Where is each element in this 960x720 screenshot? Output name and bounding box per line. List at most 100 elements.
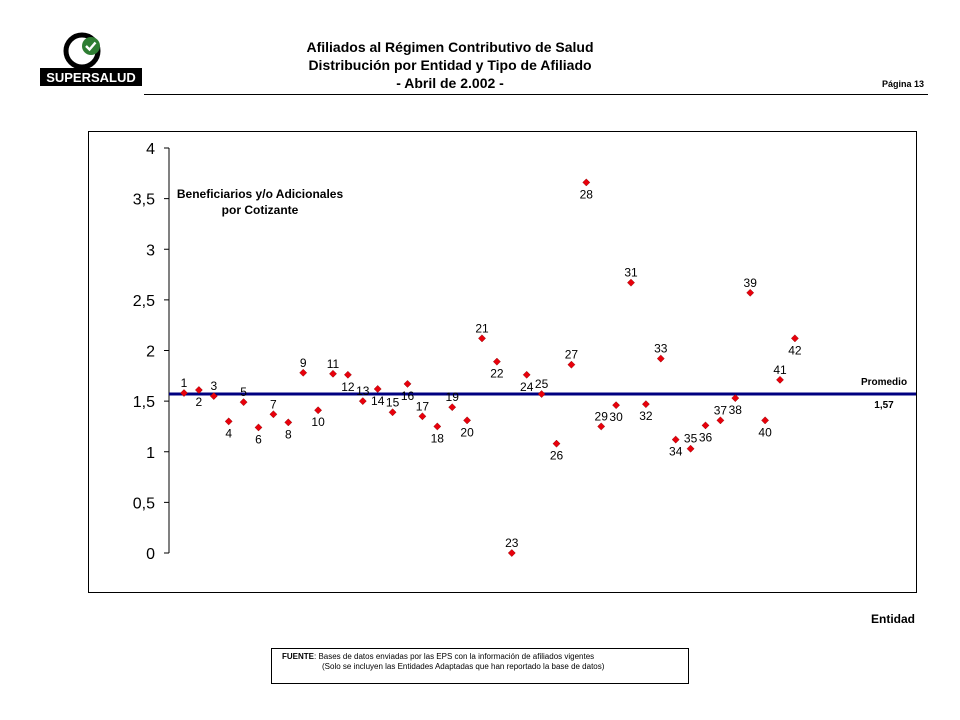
data-point-label: 4 <box>225 426 232 440</box>
data-point <box>239 398 248 407</box>
chart-title-line-1: Beneficiarios y/o Adicionales <box>177 187 344 201</box>
y-tick-label: 3 <box>146 242 155 259</box>
data-point <box>195 386 203 394</box>
data-point <box>358 397 367 406</box>
y-tick-label: 0,5 <box>133 495 155 512</box>
data-point <box>791 334 799 343</box>
data-point-label: 30 <box>609 410 623 424</box>
data-point-label: 23 <box>505 536 519 550</box>
data-point <box>701 421 710 430</box>
data-point-label: 12 <box>341 380 355 394</box>
data-point-label: 10 <box>311 415 325 429</box>
data-point <box>433 422 442 431</box>
data-point-label: 37 <box>714 403 728 417</box>
title-line-3: - Abril de 2.002 - <box>396 75 504 91</box>
data-point <box>180 389 188 397</box>
data-point-label: 35 <box>684 432 698 446</box>
data-point-label: 20 <box>460 425 474 439</box>
data-point-label: 6 <box>255 432 262 446</box>
chart-frame: 0 0,5 1 1,5 2 2,5 3 3,5 4 1 2 3 4 5 6 7 8 9 10 11 12 13 14 15 1… <box>88 131 917 593</box>
title-line-1: Afiliados al Régimen Contributivo de Sal… <box>306 39 594 55</box>
logo-text: SUPERSALUD <box>46 70 136 85</box>
data-point <box>284 418 293 427</box>
y-tick-label: 1 <box>146 445 155 462</box>
source-note: FUENTE: Bases de datos enviadas por las … <box>271 648 689 684</box>
data-point <box>597 422 606 431</box>
data-point <box>493 357 501 366</box>
data-point <box>448 403 457 412</box>
data-point-label: 3 <box>210 379 217 393</box>
data-point-label: 28 <box>580 187 594 201</box>
data-point-label: 24 <box>520 380 534 394</box>
data-point <box>329 369 337 378</box>
page-number: Página 13 <box>881 79 924 89</box>
data-point <box>224 417 233 426</box>
data-point <box>299 368 308 377</box>
data-point-label: 21 <box>475 321 489 335</box>
data-point-label: 40 <box>758 425 772 439</box>
data-point-label: 29 <box>595 409 609 423</box>
data-point-label: 41 <box>773 363 787 377</box>
data-point-label: 32 <box>639 409 653 423</box>
source-text: : Bases de datos enviadas por las EPS co… <box>314 652 595 661</box>
source-note-line: (Solo se incluyen las Entidades Adaptada… <box>322 662 605 671</box>
data-point <box>269 410 278 419</box>
data-point <box>418 412 427 421</box>
data-point-label: 34 <box>669 445 683 459</box>
x-axis-label: Entidad <box>871 612 915 626</box>
data-point-label: 36 <box>699 430 713 444</box>
data-point <box>209 392 218 400</box>
data-point-label: 13 <box>356 384 370 398</box>
data-point <box>507 549 516 557</box>
data-point <box>314 406 322 415</box>
supersalud-logo: SUPERSALUD <box>38 32 144 92</box>
data-point <box>731 394 740 402</box>
data-point <box>582 178 591 187</box>
data-point <box>463 416 471 425</box>
data-point <box>522 370 531 379</box>
data-point-label: 11 <box>327 357 340 371</box>
data-point <box>761 416 769 425</box>
data-point-label: 22 <box>490 367 504 381</box>
data-point <box>388 408 397 417</box>
y-tick-label: 0 <box>146 546 155 563</box>
data-point-label: 2 <box>196 395 203 409</box>
data-point-label: 1 <box>181 376 188 390</box>
data-point <box>254 423 263 432</box>
average-label: Promedio <box>861 377 907 388</box>
data-point <box>776 375 784 384</box>
data-point-label: 25 <box>535 377 549 391</box>
data-point <box>716 416 725 425</box>
data-point-label: 5 <box>240 385 247 399</box>
data-point <box>344 370 352 379</box>
data-point-label: 16 <box>401 389 415 403</box>
data-point <box>537 390 546 398</box>
data-point-label: 15 <box>386 395 400 409</box>
data-point-label: 26 <box>550 449 564 463</box>
data-point-label: 7 <box>270 397 277 411</box>
title-line-2: Distribución por Entidad y Tipo de Afili… <box>308 57 592 73</box>
data-point-label: 18 <box>431 431 445 445</box>
y-tick-label: 2,5 <box>133 293 155 310</box>
data-point-label: 31 <box>624 266 638 280</box>
report-title: Afiliados al Régimen Contributivo de Sal… <box>180 38 720 92</box>
y-tick-label: 4 <box>146 141 155 158</box>
source-label: FUENTE <box>282 652 314 661</box>
data-point <box>656 354 665 363</box>
checkmark-circle-logo-icon: SUPERSALUD <box>40 32 142 86</box>
data-point <box>403 380 412 388</box>
data-point <box>612 401 620 410</box>
y-tick-label: 3,5 <box>133 192 155 209</box>
data-point-label: 8 <box>285 427 292 441</box>
data-point <box>686 444 695 453</box>
data-point-label: 42 <box>788 343 802 357</box>
header-divider <box>144 94 928 95</box>
chart-title-line-2: por Cotizante <box>222 203 299 217</box>
data-point-label: 19 <box>446 390 460 404</box>
data-point-label: 17 <box>416 399 430 413</box>
data-point <box>642 400 650 409</box>
data-point-label: 27 <box>565 348 579 362</box>
data-point-label: 33 <box>654 342 668 356</box>
data-point <box>746 288 755 297</box>
